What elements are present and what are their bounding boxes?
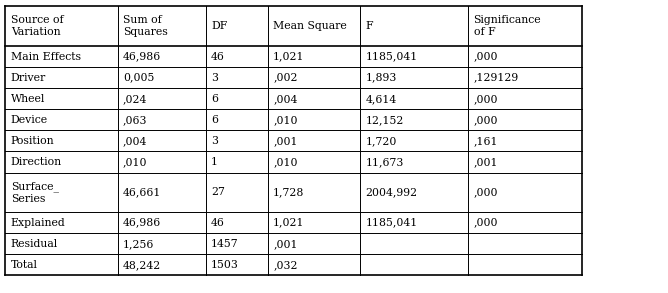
Text: ,004: ,004 (273, 94, 297, 104)
Text: 27: 27 (211, 187, 225, 197)
Text: DF: DF (211, 21, 228, 31)
Text: ,010: ,010 (273, 157, 298, 167)
Text: ,002: ,002 (273, 73, 298, 83)
Text: ,032: ,032 (273, 260, 298, 270)
Text: Wheel: Wheel (11, 94, 45, 104)
Text: 1,021: 1,021 (273, 52, 305, 62)
Text: ,010: ,010 (123, 157, 148, 167)
Text: 46: 46 (211, 218, 225, 228)
Text: 46,986: 46,986 (123, 52, 161, 62)
Text: 6: 6 (211, 115, 218, 125)
Text: Surface_
Series: Surface_ Series (11, 181, 59, 204)
Text: 48,242: 48,242 (123, 260, 161, 270)
Text: 4,614: 4,614 (365, 94, 397, 104)
Text: 1185,041: 1185,041 (365, 52, 418, 62)
Text: F: F (365, 21, 373, 31)
Text: Total: Total (11, 260, 37, 270)
Text: 46: 46 (211, 52, 225, 62)
Text: ,000: ,000 (474, 52, 498, 62)
Text: 1: 1 (211, 157, 218, 167)
Text: 0,005: 0,005 (123, 73, 154, 83)
Text: ,001: ,001 (273, 136, 298, 146)
Text: ,000: ,000 (474, 94, 498, 104)
Text: 1,893: 1,893 (365, 73, 397, 83)
Text: ,000: ,000 (474, 218, 498, 228)
Text: 46,661: 46,661 (123, 187, 161, 197)
Text: Device: Device (11, 115, 48, 125)
Text: 3: 3 (211, 136, 218, 146)
Text: 2004,992: 2004,992 (365, 187, 418, 197)
Text: ,004: ,004 (123, 136, 147, 146)
Text: 12,152: 12,152 (365, 115, 403, 125)
Text: Mean Square: Mean Square (273, 21, 347, 31)
Text: Residual: Residual (11, 239, 58, 249)
Text: ,024: ,024 (123, 94, 147, 104)
Text: Position: Position (11, 136, 54, 146)
Text: Main Effects: Main Effects (11, 52, 81, 62)
Text: Source of
Variation: Source of Variation (11, 16, 63, 37)
Text: ,010: ,010 (273, 115, 298, 125)
Text: Explained: Explained (11, 218, 65, 228)
Text: 11,673: 11,673 (365, 157, 403, 167)
Text: 1,720: 1,720 (365, 136, 397, 146)
Text: ,161: ,161 (474, 136, 498, 146)
Text: Driver: Driver (11, 73, 46, 83)
Text: ,129129: ,129129 (474, 73, 519, 83)
Text: 3: 3 (211, 73, 218, 83)
Text: Significance
of F: Significance of F (474, 16, 541, 37)
Text: ,000: ,000 (474, 187, 498, 197)
Text: ,000: ,000 (474, 115, 498, 125)
Text: 1185,041: 1185,041 (365, 218, 418, 228)
Text: 46,986: 46,986 (123, 218, 161, 228)
Text: 1,021: 1,021 (273, 218, 305, 228)
Text: Direction: Direction (11, 157, 62, 167)
Text: 1,256: 1,256 (123, 239, 154, 249)
Text: ,001: ,001 (474, 157, 498, 167)
Text: 6: 6 (211, 94, 218, 104)
Text: 1,728: 1,728 (273, 187, 305, 197)
Text: ,001: ,001 (273, 239, 298, 249)
Text: ,063: ,063 (123, 115, 148, 125)
Text: Sum of
Squares: Sum of Squares (123, 16, 168, 37)
Text: 1503: 1503 (211, 260, 239, 270)
Text: 1457: 1457 (211, 239, 238, 249)
